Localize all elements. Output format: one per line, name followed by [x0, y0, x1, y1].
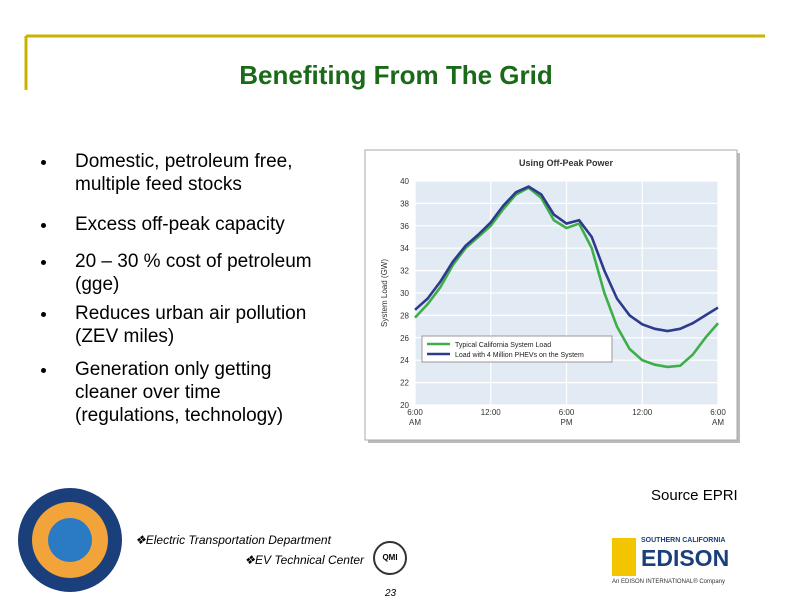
bullet-dot: [41, 160, 46, 165]
bullet-dot: [41, 260, 46, 265]
y-tick-label: 28: [400, 311, 409, 320]
edison-top: SOUTHERN CALIFORNIA: [641, 537, 726, 544]
y-tick-label: 22: [400, 379, 409, 388]
series-line: [414, 185, 719, 333]
y-tick-label: 30: [400, 289, 409, 298]
x-tick-label: 6:00 AM: [710, 408, 726, 427]
source: Source EPRI: [651, 487, 738, 504]
x-tick-label: 12:00: [480, 408, 501, 417]
slide-title: Benefiting From The Grid: [239, 60, 553, 90]
y-tick-label: 24: [400, 356, 409, 365]
series-line: [414, 186, 719, 369]
bullet-dot: [41, 223, 46, 228]
bullet-text: Domestic, petroleum free, multiple feed …: [75, 151, 293, 195]
edison-name: EDISON: [641, 545, 730, 571]
page-number: 23: [385, 588, 397, 599]
department: ❖Electric Transportation Department: [135, 533, 331, 547]
bullet-dot: [41, 368, 46, 373]
center: ❖EV Technical Center: [244, 553, 364, 567]
y-axis-label: System Load (GW): [380, 259, 389, 327]
x-tick-label: 12:00: [632, 408, 653, 417]
edison-logo: [612, 538, 636, 576]
bullet-text: 20 – 30 % cost of petroleum (gge): [75, 251, 312, 295]
qmi-logo: [373, 541, 407, 575]
y-tick-label: 40: [400, 177, 409, 186]
legend-box: [421, 335, 613, 363]
emblem: [48, 518, 92, 562]
y-tick-label: 38: [400, 199, 409, 208]
y-tick-label: 26: [400, 334, 409, 343]
bullet-text: Reduces urban air pollution (ZEV miles): [75, 303, 307, 347]
y-tick-label: 20: [400, 401, 409, 410]
x-tick-label: 6:00 PM: [558, 408, 575, 427]
bullet-text: Excess off-peak capacity: [75, 214, 285, 235]
bullet-dot: [41, 312, 46, 317]
bullet-text: Generation only getting cleaner over tim…: [75, 359, 284, 426]
qmi-text: QMI: [382, 553, 398, 562]
y-tick-label: 34: [400, 244, 409, 253]
chart-title: Using Off-Peak Power: [519, 158, 614, 168]
y-tick-label: 36: [400, 222, 409, 231]
y-tick-label: 32: [400, 267, 409, 276]
legend-label: Load with 4 Million PHEVs on the System: [455, 352, 584, 359]
edison-sub: An EDISON INTERNATIONAL® Company: [612, 579, 726, 585]
legend-label: Typical California System Load: [455, 342, 551, 349]
x-tick-label: 6:00 AM: [407, 408, 423, 427]
